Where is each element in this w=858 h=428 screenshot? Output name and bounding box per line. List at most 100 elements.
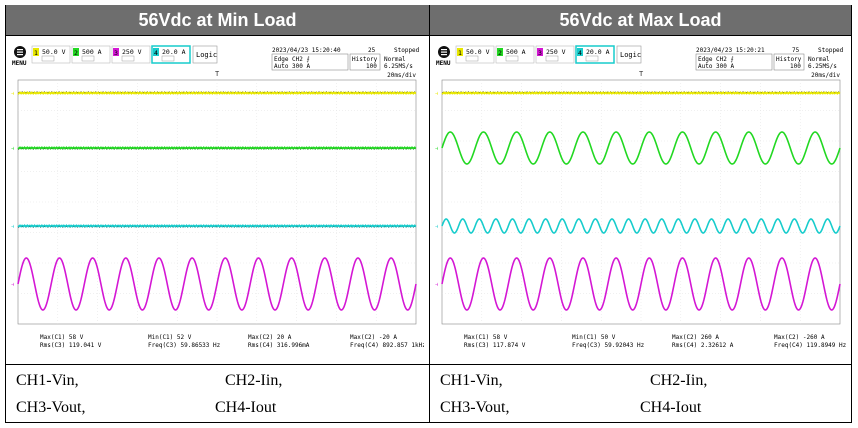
channel-box-2 (495, 45, 535, 64)
sample-rate: 6.25MS/s (384, 63, 413, 70)
measurement: Max(C2) -20 A (350, 334, 397, 341)
acquire-mode: Normal (808, 56, 830, 63)
caption-ch3-right: CH3-Vout, (440, 399, 510, 416)
menu-icon-bar (441, 49, 447, 51)
caption-ch2-left: CH2-Iin, (225, 372, 283, 389)
scope-screenshot-max-load: MENU 1 50.0 V 2 500 A 3 250 V 4 20.0 A Logic 2023/… (434, 38, 848, 362)
channel-number-4: 4 (578, 49, 582, 57)
column-divider (429, 5, 430, 423)
channel-coupling-2 (505, 55, 519, 62)
channel-coupling-1 (465, 55, 479, 62)
trace-noise-ch1-vin (17, 91, 417, 93)
measurement: Max(C2) -260 A (774, 334, 825, 341)
channel-number-2: 2 (74, 49, 78, 57)
channel-color-3 (113, 48, 119, 56)
caption-ch3-left: CH3-Vout, (16, 399, 86, 416)
measurement: Max(C1) 58 V (40, 334, 84, 341)
caption-divider (5, 364, 852, 365)
trigger-position-marker: T (639, 70, 644, 78)
measurement: Freq(C4) 119.8949 Hz (774, 342, 847, 349)
scope-screenshot-min-load: MENU 1 50.0 V 2 500 A 3 250 V 4 20.0 A Logic 2023/… (10, 38, 426, 362)
capture-count: 25 (368, 47, 376, 54)
channel-color-3 (537, 48, 543, 56)
menu-icon-bar (441, 51, 447, 53)
measurement: Freq(C4) 892.857 1kHz (350, 342, 424, 349)
channel-scale-2: 500 A (506, 48, 526, 56)
channel-scale-3: 250 V (122, 48, 142, 56)
measurement: Min(C1) 50 V (572, 334, 616, 341)
trigger-box (695, 53, 773, 71)
measurement: Min(C1) 52 V (148, 334, 192, 341)
channel-coupling-3 (545, 55, 559, 62)
channel-scale-2: 500 A (82, 48, 102, 56)
trace-ch4-iout (441, 218, 841, 234)
measurement: Rms(C4) 316.996mA (248, 342, 310, 349)
caption-ch1-left: CH1-Vin, (16, 372, 79, 389)
trace-ch1-vin (441, 91, 841, 95)
channel-color-2 (73, 48, 79, 56)
history-label: History (776, 56, 802, 63)
menu-icon-bar (441, 54, 447, 56)
trace-marker: ⊣ (435, 282, 438, 288)
measurement: Max(C2) 20 A (248, 334, 292, 341)
trace-ch3-vout (17, 257, 417, 311)
history-value: 100 (366, 63, 377, 70)
panel-header-max-load: 56Vdc at Max Load (430, 5, 851, 35)
channel-coupling-1 (41, 55, 55, 62)
timebase: 20ms/div (811, 72, 840, 79)
channel-number-3: 3 (538, 49, 542, 57)
trace-noise-ch1-vin (441, 91, 841, 93)
channel-color-4 (153, 48, 159, 56)
channel-scale-1: 50.0 V (42, 48, 66, 56)
menu-icon-bar (17, 51, 23, 53)
channel-scale-4: 20.0 A (586, 48, 610, 56)
channel-box-1 (455, 45, 495, 64)
channel-box-1 (31, 45, 71, 64)
acquire-mode: Normal (384, 56, 406, 63)
history-label: History (352, 56, 378, 63)
trigger-source: Edge CH2 ⨍ (274, 56, 310, 63)
trace-marker: ⊣ (435, 224, 438, 230)
acquisition-status: Stopped (818, 47, 844, 54)
trigger-source: Edge CH2 ⨍ (698, 56, 734, 63)
logic-button (192, 45, 218, 64)
measurement: Rms(C3) 119.041 V (40, 342, 102, 349)
channel-scale-4: 20.0 A (162, 48, 186, 56)
header-divider (5, 35, 852, 36)
menu-label: MENU (436, 60, 451, 67)
panel-header-min-load: 56Vdc at Min Load (6, 5, 429, 35)
trace-noise-ch2-iin (17, 148, 417, 150)
history-box (773, 53, 805, 71)
capture-count: 75 (792, 47, 800, 54)
menu-icon-bar (17, 54, 23, 56)
channel-box-3 (111, 45, 151, 64)
caption-ch1-right: CH1-Vin, (440, 372, 503, 389)
trace-ch4-iout (17, 224, 417, 228)
capture-datetime: 2023/04/23 15:20:40 (272, 47, 341, 54)
trace-ch3-vout (441, 257, 841, 311)
channel-color-4 (577, 48, 583, 56)
measurement: Freq(C3) 59.92043 Hz (572, 342, 645, 349)
trace-marker: ⊣ (11, 282, 14, 288)
trace-marker: ⊣ (435, 146, 438, 152)
channel-number-3: 3 (114, 49, 118, 57)
channel-box-4 (575, 45, 615, 64)
trigger-box (271, 53, 349, 71)
menu-label: MENU (12, 60, 27, 67)
channel-color-1 (33, 48, 39, 56)
acquisition-status: Stopped (394, 47, 420, 54)
logic-label: Logic (196, 51, 217, 59)
measurement: Max(C2) 260 A (672, 334, 719, 341)
channel-scale-3: 250 V (546, 48, 566, 56)
measurement: Rms(C3) 117.874 V (464, 342, 526, 349)
caption-ch4-left: CH4-Iout (215, 399, 277, 416)
channel-color-1 (457, 48, 463, 56)
measurement: Rms(C4) 2.32612 A (672, 342, 734, 349)
trigger-position-marker: T (215, 70, 220, 78)
trigger-level: Auto 300 A (698, 63, 735, 70)
trace-ch1-vin (17, 91, 417, 95)
channel-number-4: 4 (154, 49, 158, 57)
menu-icon-bar (17, 49, 23, 51)
history-value: 100 (790, 63, 801, 70)
channel-coupling-4 (585, 55, 599, 62)
